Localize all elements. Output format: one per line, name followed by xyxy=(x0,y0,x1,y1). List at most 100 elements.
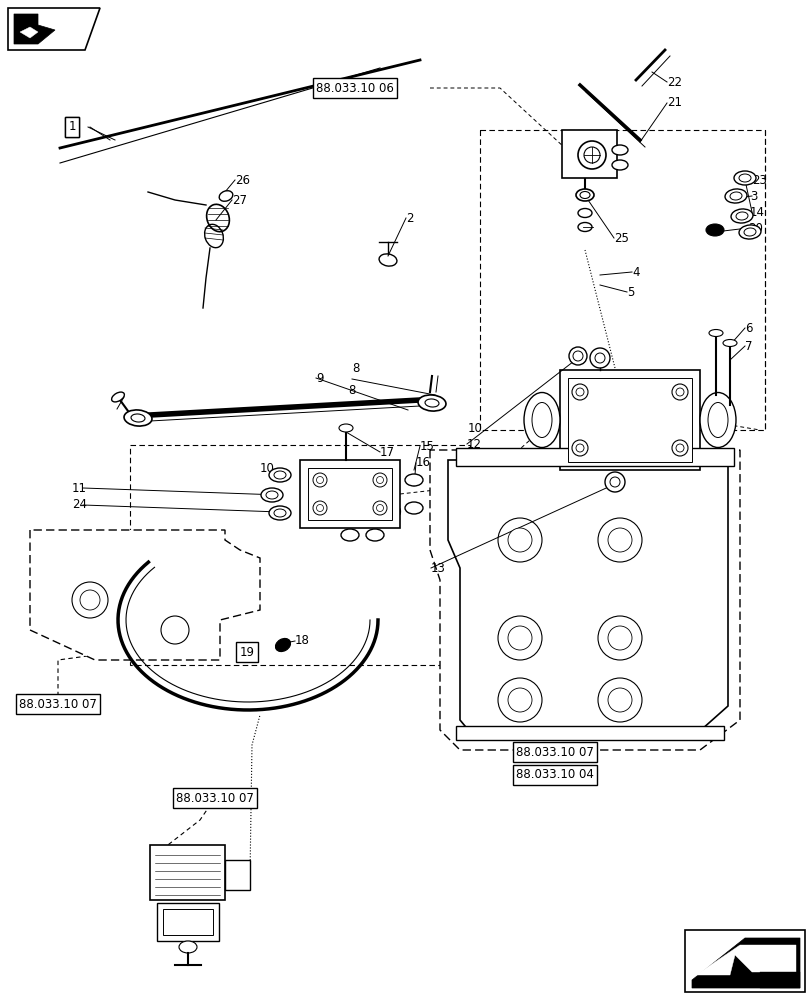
Bar xyxy=(150,845,225,900)
Ellipse shape xyxy=(724,189,746,203)
Circle shape xyxy=(571,440,587,456)
Ellipse shape xyxy=(577,209,591,218)
Circle shape xyxy=(508,626,531,650)
Bar xyxy=(560,370,699,470)
Text: 10: 10 xyxy=(260,462,275,475)
Circle shape xyxy=(676,444,683,452)
Circle shape xyxy=(676,388,683,396)
Ellipse shape xyxy=(338,424,353,432)
Circle shape xyxy=(161,616,189,644)
Text: 11: 11 xyxy=(72,482,87,494)
Ellipse shape xyxy=(609,477,620,487)
Ellipse shape xyxy=(579,192,590,198)
Text: 24: 24 xyxy=(72,498,87,512)
Text: 22: 22 xyxy=(666,76,681,89)
Bar xyxy=(299,460,400,528)
Text: 8: 8 xyxy=(348,383,355,396)
Text: 12: 12 xyxy=(466,438,482,450)
Text: 88.033.10 04: 88.033.10 04 xyxy=(516,768,593,782)
Text: 23: 23 xyxy=(751,174,766,186)
Ellipse shape xyxy=(268,506,290,520)
Ellipse shape xyxy=(699,392,735,448)
Polygon shape xyxy=(695,945,795,975)
Text: 10: 10 xyxy=(388,506,402,518)
Ellipse shape xyxy=(575,189,594,201)
Ellipse shape xyxy=(583,147,599,163)
Ellipse shape xyxy=(738,225,760,239)
Ellipse shape xyxy=(590,348,609,368)
Polygon shape xyxy=(448,460,727,738)
Ellipse shape xyxy=(733,171,755,185)
Ellipse shape xyxy=(405,474,423,486)
Bar xyxy=(163,909,212,935)
Text: 1: 1 xyxy=(68,120,75,133)
Bar xyxy=(307,468,392,520)
Circle shape xyxy=(607,528,631,552)
Ellipse shape xyxy=(708,330,722,336)
Ellipse shape xyxy=(219,191,233,201)
Text: 1: 1 xyxy=(68,120,75,133)
Bar xyxy=(561,130,616,178)
Ellipse shape xyxy=(523,392,560,448)
Text: 88.033.10 07: 88.033.10 07 xyxy=(516,746,593,758)
Ellipse shape xyxy=(573,351,582,361)
Ellipse shape xyxy=(705,224,723,236)
Bar xyxy=(479,130,764,430)
Ellipse shape xyxy=(707,402,727,438)
Bar xyxy=(225,860,250,890)
Text: 88.033.10 07: 88.033.10 07 xyxy=(578,381,656,394)
Circle shape xyxy=(672,440,687,456)
Text: 13: 13 xyxy=(431,562,445,574)
Ellipse shape xyxy=(730,209,752,223)
Ellipse shape xyxy=(268,468,290,482)
Circle shape xyxy=(508,688,531,712)
Circle shape xyxy=(672,384,687,400)
Ellipse shape xyxy=(273,471,285,479)
Circle shape xyxy=(80,590,100,610)
Circle shape xyxy=(72,582,108,618)
Circle shape xyxy=(312,501,327,515)
Ellipse shape xyxy=(275,638,290,652)
Ellipse shape xyxy=(424,399,439,407)
Ellipse shape xyxy=(722,340,736,347)
Circle shape xyxy=(376,504,383,512)
Text: 16: 16 xyxy=(415,456,431,470)
Ellipse shape xyxy=(366,529,384,541)
Text: 6: 6 xyxy=(744,322,752,334)
Text: 88.033.10 07: 88.033.10 07 xyxy=(19,698,97,710)
Circle shape xyxy=(372,501,387,515)
Text: 9: 9 xyxy=(315,371,323,384)
Ellipse shape xyxy=(577,223,591,232)
Text: 20: 20 xyxy=(747,222,762,234)
Text: 3: 3 xyxy=(749,190,757,202)
Polygon shape xyxy=(30,530,260,660)
Ellipse shape xyxy=(577,141,605,169)
Text: 25: 25 xyxy=(613,232,628,244)
Bar xyxy=(130,445,470,665)
Ellipse shape xyxy=(738,174,750,182)
Ellipse shape xyxy=(111,392,124,402)
Text: 15: 15 xyxy=(419,440,435,452)
Bar xyxy=(568,378,691,462)
Circle shape xyxy=(571,384,587,400)
Text: 8: 8 xyxy=(351,362,359,375)
Text: 10: 10 xyxy=(348,490,363,504)
Circle shape xyxy=(575,388,583,396)
Ellipse shape xyxy=(341,529,358,541)
Polygon shape xyxy=(14,14,55,44)
Polygon shape xyxy=(759,972,799,988)
Ellipse shape xyxy=(743,228,755,236)
Ellipse shape xyxy=(260,488,283,502)
Text: 5: 5 xyxy=(626,286,633,298)
Circle shape xyxy=(316,504,323,512)
Circle shape xyxy=(508,528,531,552)
Ellipse shape xyxy=(418,395,445,411)
Polygon shape xyxy=(430,450,739,750)
Circle shape xyxy=(597,678,642,722)
Ellipse shape xyxy=(178,941,197,953)
Ellipse shape xyxy=(735,212,747,220)
Text: 10: 10 xyxy=(467,422,483,434)
Ellipse shape xyxy=(594,353,604,363)
Bar xyxy=(456,726,723,740)
Ellipse shape xyxy=(405,502,423,514)
